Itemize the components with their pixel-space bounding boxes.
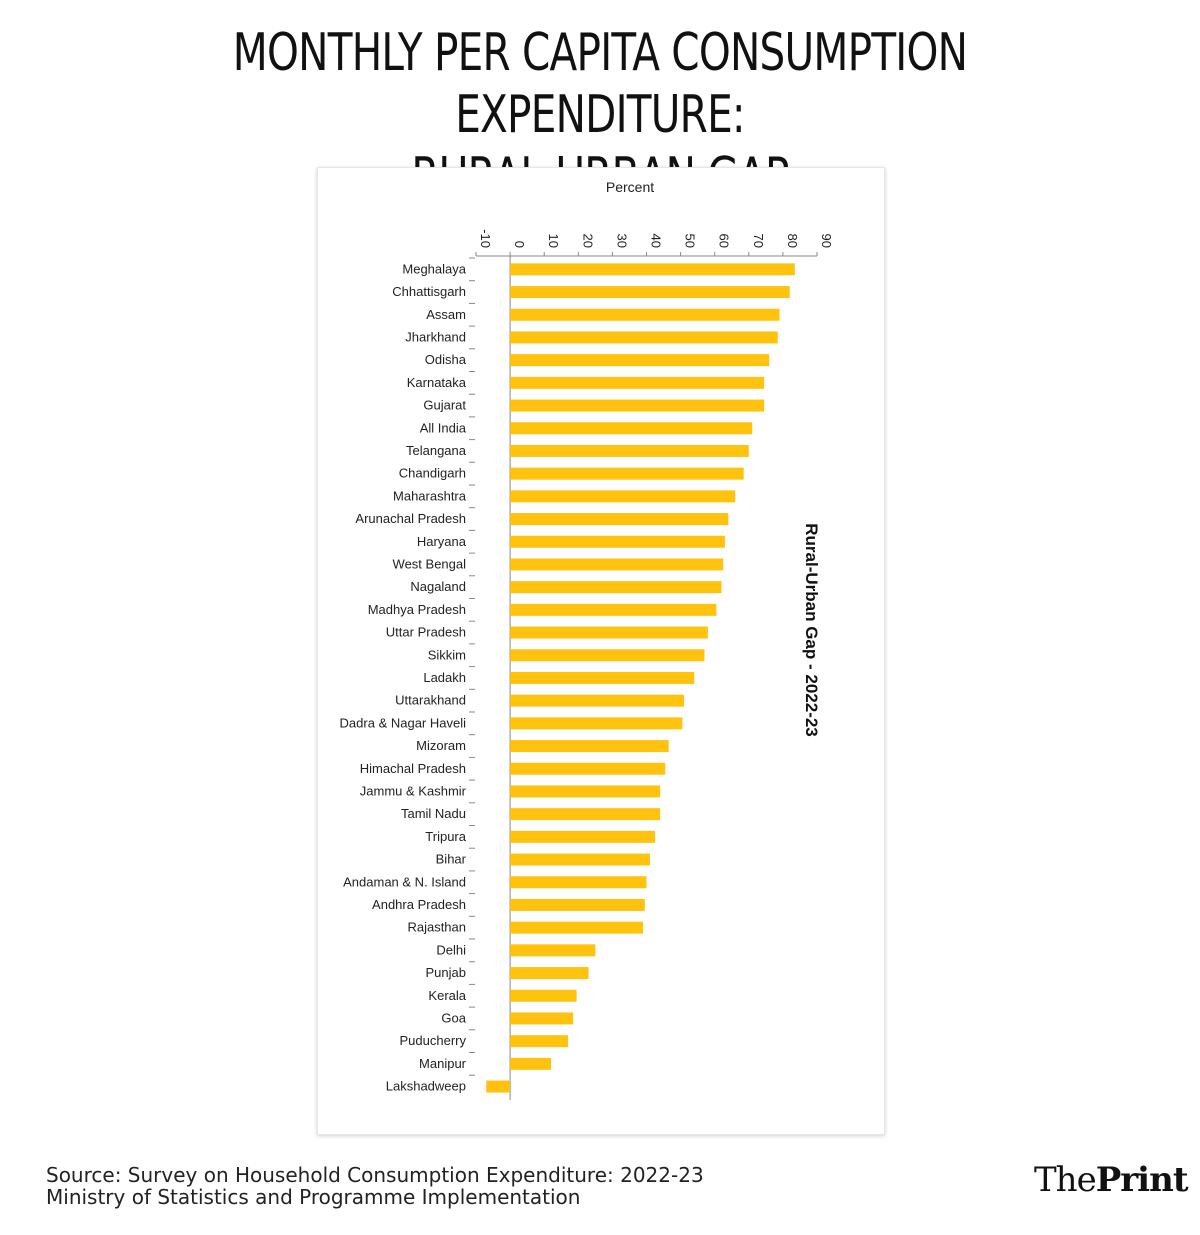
bar	[510, 898, 645, 911]
category-label: Bihar	[436, 852, 467, 867]
category-label: West Bengal	[393, 556, 467, 571]
category-label: Rajasthan	[407, 920, 466, 935]
category-label: Uttar Pradesh	[386, 625, 466, 640]
bar	[486, 1080, 511, 1093]
category-label: Tamil Nadu	[401, 806, 466, 821]
bar	[510, 717, 683, 730]
series-label: Rural-Urban Gap - 2022-23	[802, 523, 821, 737]
category-label: Jammu & Kashmir	[360, 783, 467, 798]
x-tick-label: -10	[478, 229, 493, 248]
x-tick-label: 90	[819, 234, 834, 248]
logo-print: Print	[1095, 1160, 1189, 1200]
x-tick-label: 70	[751, 234, 766, 248]
bar	[510, 1057, 552, 1070]
category-label: Madhya Pradesh	[368, 602, 466, 617]
category-label: Delhi	[436, 942, 466, 957]
category-label: Dadra & Nagar Haveli	[340, 715, 467, 730]
bar	[510, 785, 661, 798]
category-label: Andhra Pradesh	[372, 897, 466, 912]
bar	[510, 671, 695, 684]
bar	[510, 944, 596, 957]
logo-the: The	[1034, 1160, 1097, 1200]
bar	[510, 1035, 569, 1048]
bar	[510, 876, 647, 889]
category-label: Puducherry	[400, 1033, 467, 1048]
category-label: Karnataka	[407, 375, 467, 390]
x-tick-label: 30	[614, 234, 629, 248]
bar	[510, 354, 770, 367]
source-note: Source: Survey on Household Consumption …	[46, 1164, 704, 1208]
category-label: Lakshadweep	[386, 1079, 466, 1094]
bar	[510, 989, 577, 1002]
bar	[510, 1012, 574, 1025]
x-tick-label: 40	[649, 234, 664, 248]
category-label: Himachal Pradesh	[360, 761, 466, 776]
category-label: Arunachal Pradesh	[355, 511, 466, 526]
category-label: Chhattisgarh	[392, 284, 466, 299]
bar	[510, 513, 729, 526]
category-label: Nagaland	[410, 579, 466, 594]
bar	[510, 581, 722, 594]
source-line-2: Ministry of Statistics and Programme Imp…	[46, 1185, 581, 1209]
bar	[510, 263, 795, 276]
bar	[510, 467, 744, 480]
category-label: Gujarat	[423, 398, 466, 413]
bar	[510, 626, 708, 639]
x-tick-label: 10	[546, 234, 561, 248]
category-label: Telangana	[406, 443, 467, 458]
category-label: Ladakh	[423, 670, 466, 685]
category-label: Jharkhand	[405, 329, 466, 344]
bar	[510, 921, 644, 934]
source-line-1: Source: Survey on Household Consumption …	[46, 1163, 704, 1187]
bar	[510, 603, 717, 616]
x-tick-label: 20	[580, 234, 595, 248]
category-label: Mizoram	[416, 738, 466, 753]
bar	[510, 762, 666, 775]
bar	[510, 535, 725, 548]
bar	[510, 649, 705, 662]
category-label: Uttarakhand	[395, 693, 466, 708]
theprint-logo: ThePrint	[1034, 1160, 1189, 1200]
category-label: All India	[420, 420, 467, 435]
bar	[510, 830, 656, 843]
category-label: Kerala	[428, 988, 466, 1003]
category-label: Andaman & N. Island	[343, 874, 466, 889]
chart-panel: Percent -10 0 10 20 30 40 50 60 70 80 90 Meghalaya Ch…	[317, 167, 885, 1135]
bar	[510, 740, 669, 753]
bar	[510, 308, 780, 321]
category-label: Assam	[426, 307, 466, 322]
x-tick-label: 50	[683, 234, 698, 248]
bar	[510, 422, 753, 435]
category-label: Sikkim	[428, 647, 466, 662]
bar-chart: Percent -10 0 10 20 30 40 50 60 70 80 90 Meghalaya Ch…	[340, 179, 834, 1100]
bar	[510, 331, 778, 344]
bar	[510, 444, 749, 457]
category-label: Punjab	[426, 965, 466, 980]
bar	[510, 286, 790, 299]
category-label: Tripura	[425, 829, 466, 844]
bar	[510, 808, 661, 821]
x-tick-label: 0	[512, 241, 527, 248]
chart-title-line-1: MONTHLY PER CAPITA CONSUMPTION EXPENDITU…	[232, 23, 968, 145]
chart-subtitle: Percent	[606, 179, 654, 195]
category-label: Maharashtra	[393, 488, 467, 503]
bar	[510, 967, 589, 980]
x-tick-label: 80	[785, 234, 800, 248]
category-label: Chandigarh	[399, 466, 466, 481]
category-label: Manipur	[419, 1056, 467, 1071]
bar	[510, 694, 685, 707]
bar	[510, 853, 650, 866]
bar	[510, 376, 765, 389]
category-label: Haryana	[417, 534, 467, 549]
category-label: Odisha	[425, 352, 467, 367]
category-label: Meghalaya	[402, 261, 466, 276]
bar	[510, 558, 724, 571]
bar	[510, 490, 736, 503]
category-label: Goa	[441, 1010, 466, 1025]
bar	[510, 399, 765, 412]
x-tick-label: 60	[717, 234, 732, 248]
